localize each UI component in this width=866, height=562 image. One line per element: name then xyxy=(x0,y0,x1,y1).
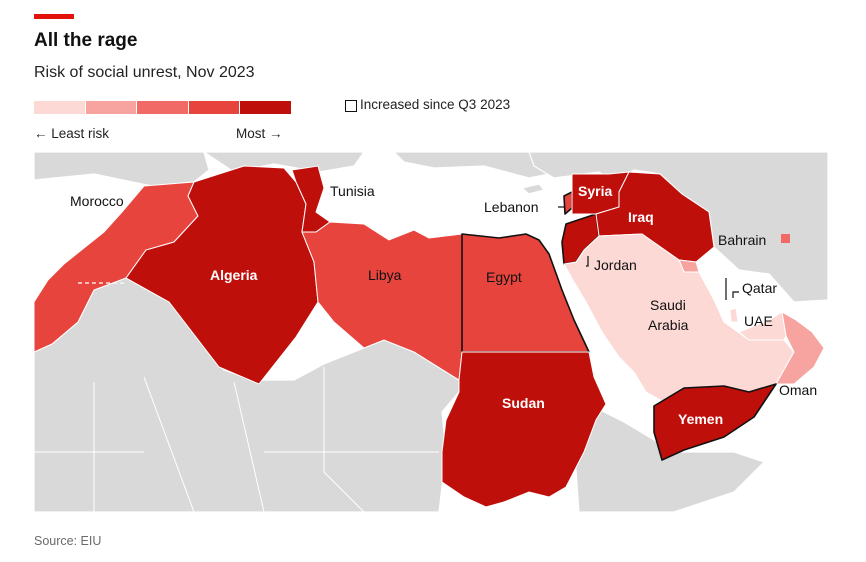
country-yemen[interactable] xyxy=(653,383,777,461)
label-egypt: Egypt xyxy=(486,269,522,285)
brand-accent-bar xyxy=(34,14,74,19)
label-iraq: Iraq xyxy=(628,209,654,225)
scale-step-1 xyxy=(34,101,85,114)
scale-least-label: ← Least risk xyxy=(34,126,110,141)
label-algeria: Algeria xyxy=(210,267,258,283)
label-jordan: Jordan xyxy=(594,257,637,273)
label-lebanon: Lebanon xyxy=(484,199,539,215)
scale-step-4 xyxy=(188,101,240,114)
country-algeria[interactable] xyxy=(125,165,319,385)
label-saudi-line1: Saudi xyxy=(650,297,686,313)
scale-step-2 xyxy=(85,101,137,114)
country-bahrain[interactable] xyxy=(781,234,790,243)
label-bahrain: Bahrain xyxy=(718,232,766,248)
other-borders xyxy=(34,367,439,512)
label-libya: Libya xyxy=(368,267,402,283)
country-oman[interactable] xyxy=(775,311,825,385)
scale-step-5 xyxy=(240,101,291,114)
scale-most-label: Most → xyxy=(236,126,283,141)
label-uae: UAE xyxy=(744,313,773,329)
country-sudan[interactable] xyxy=(441,351,607,508)
source-note: Source: EIU xyxy=(34,534,102,548)
label-oman: Oman xyxy=(779,382,817,398)
label-yemen: Yemen xyxy=(678,411,723,427)
label-qatar: Qatar xyxy=(742,280,777,296)
label-tunisia: Tunisia xyxy=(330,183,375,199)
chart-subtitle: Risk of social unrest, Nov 2023 xyxy=(34,64,255,81)
country-qatar[interactable] xyxy=(729,307,739,323)
chart-title: All the rage xyxy=(34,30,138,51)
risk-color-scale xyxy=(34,101,291,114)
label-saudi-line2: Arabia xyxy=(648,317,689,333)
leader-lines xyxy=(558,206,739,300)
scale-step-3 xyxy=(137,101,188,114)
label-morocco: Morocco xyxy=(70,193,124,209)
label-syria: Syria xyxy=(578,183,612,199)
map: Morocco Algeria Tunisia Libya Egypt Suda… xyxy=(34,152,828,512)
increased-legend-label: Increased since Q3 2023 xyxy=(360,97,511,112)
increased-legend-box xyxy=(345,100,357,112)
label-sudan: Sudan xyxy=(502,395,545,411)
